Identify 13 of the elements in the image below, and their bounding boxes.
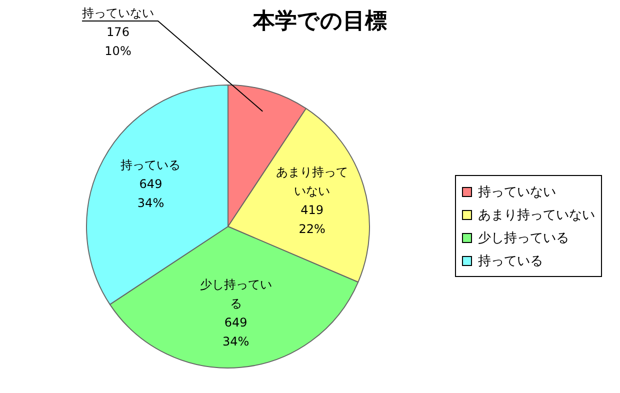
data-label: 649 34% [222, 316, 250, 349]
data-label: 649 34% [137, 177, 164, 210]
slice-label: あまり持っていない [276, 164, 348, 198]
legend-label: 持っている [478, 252, 543, 270]
data-label: 419 22% [298, 202, 326, 236]
slice-label: 持っていない [82, 6, 154, 20]
chart-title: 本学での目標 [252, 8, 388, 36]
data-label: 176 10% [104, 25, 132, 58]
legend-label: 持っていない [478, 184, 556, 200]
slice-label: 持っている [120, 158, 181, 172]
slice-label: 少し持っている [200, 278, 272, 311]
legend-label: 少し持っている [478, 230, 569, 246]
legend-label: あまり持っていない [478, 206, 595, 224]
